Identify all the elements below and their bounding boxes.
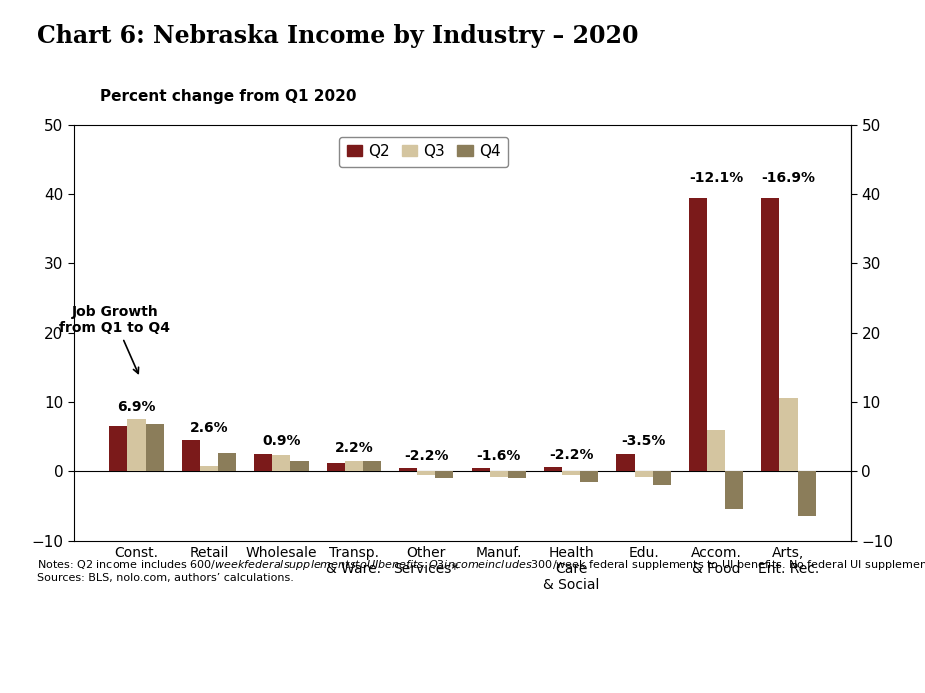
Text: -2.2%: -2.2% [404, 449, 449, 463]
Bar [616, 454, 635, 471]
Text: -2.2%: -2.2% [549, 448, 594, 462]
Bar [544, 467, 562, 471]
Bar [363, 461, 381, 471]
Bar [707, 430, 725, 471]
Bar [109, 426, 128, 471]
Bar [635, 471, 653, 477]
Bar [797, 471, 816, 516]
Text: -3.5%: -3.5% [622, 435, 666, 448]
Bar [508, 471, 526, 478]
Bar [725, 471, 743, 509]
Text: 2.6%: 2.6% [190, 421, 228, 435]
Bar [218, 453, 236, 471]
Text: 0.9%: 0.9% [262, 435, 301, 448]
Bar [290, 461, 309, 471]
Bar [145, 424, 164, 471]
Text: Job Growth
from Q1 to Q4: Job Growth from Q1 to Q4 [59, 305, 170, 374]
Bar [200, 466, 218, 471]
Bar [182, 440, 200, 471]
Bar [761, 198, 780, 471]
Bar [653, 471, 671, 485]
Bar [272, 455, 290, 471]
Text: Chart 6: Nebraska Income by Industry – 2020: Chart 6: Nebraska Income by Industry – 2… [37, 24, 638, 49]
Text: 2.2%: 2.2% [335, 441, 373, 455]
Bar [436, 471, 453, 478]
Text: -1.6%: -1.6% [476, 449, 521, 463]
Text: 6.9%: 6.9% [117, 400, 155, 414]
Text: Notes: Q2 income includes $600/week federal supplements to UI benefits. Q3 incom: Notes: Q2 income includes $600/week fede… [37, 558, 925, 584]
Bar [580, 471, 598, 482]
Bar [417, 471, 436, 475]
Legend: Q2, Q3, Q4: Q2, Q3, Q4 [339, 137, 508, 167]
Bar [399, 468, 417, 471]
Bar [562, 471, 580, 475]
Bar [128, 419, 145, 471]
Bar [689, 198, 707, 471]
Text: -12.1%: -12.1% [689, 171, 743, 185]
Bar [489, 471, 508, 477]
Text: -16.9%: -16.9% [761, 171, 816, 185]
Bar [327, 463, 345, 471]
Bar [780, 398, 797, 471]
Text: Percent change from Q1 2020: Percent change from Q1 2020 [100, 89, 357, 104]
Bar [254, 454, 272, 471]
Bar [345, 461, 363, 471]
Bar [472, 468, 489, 471]
